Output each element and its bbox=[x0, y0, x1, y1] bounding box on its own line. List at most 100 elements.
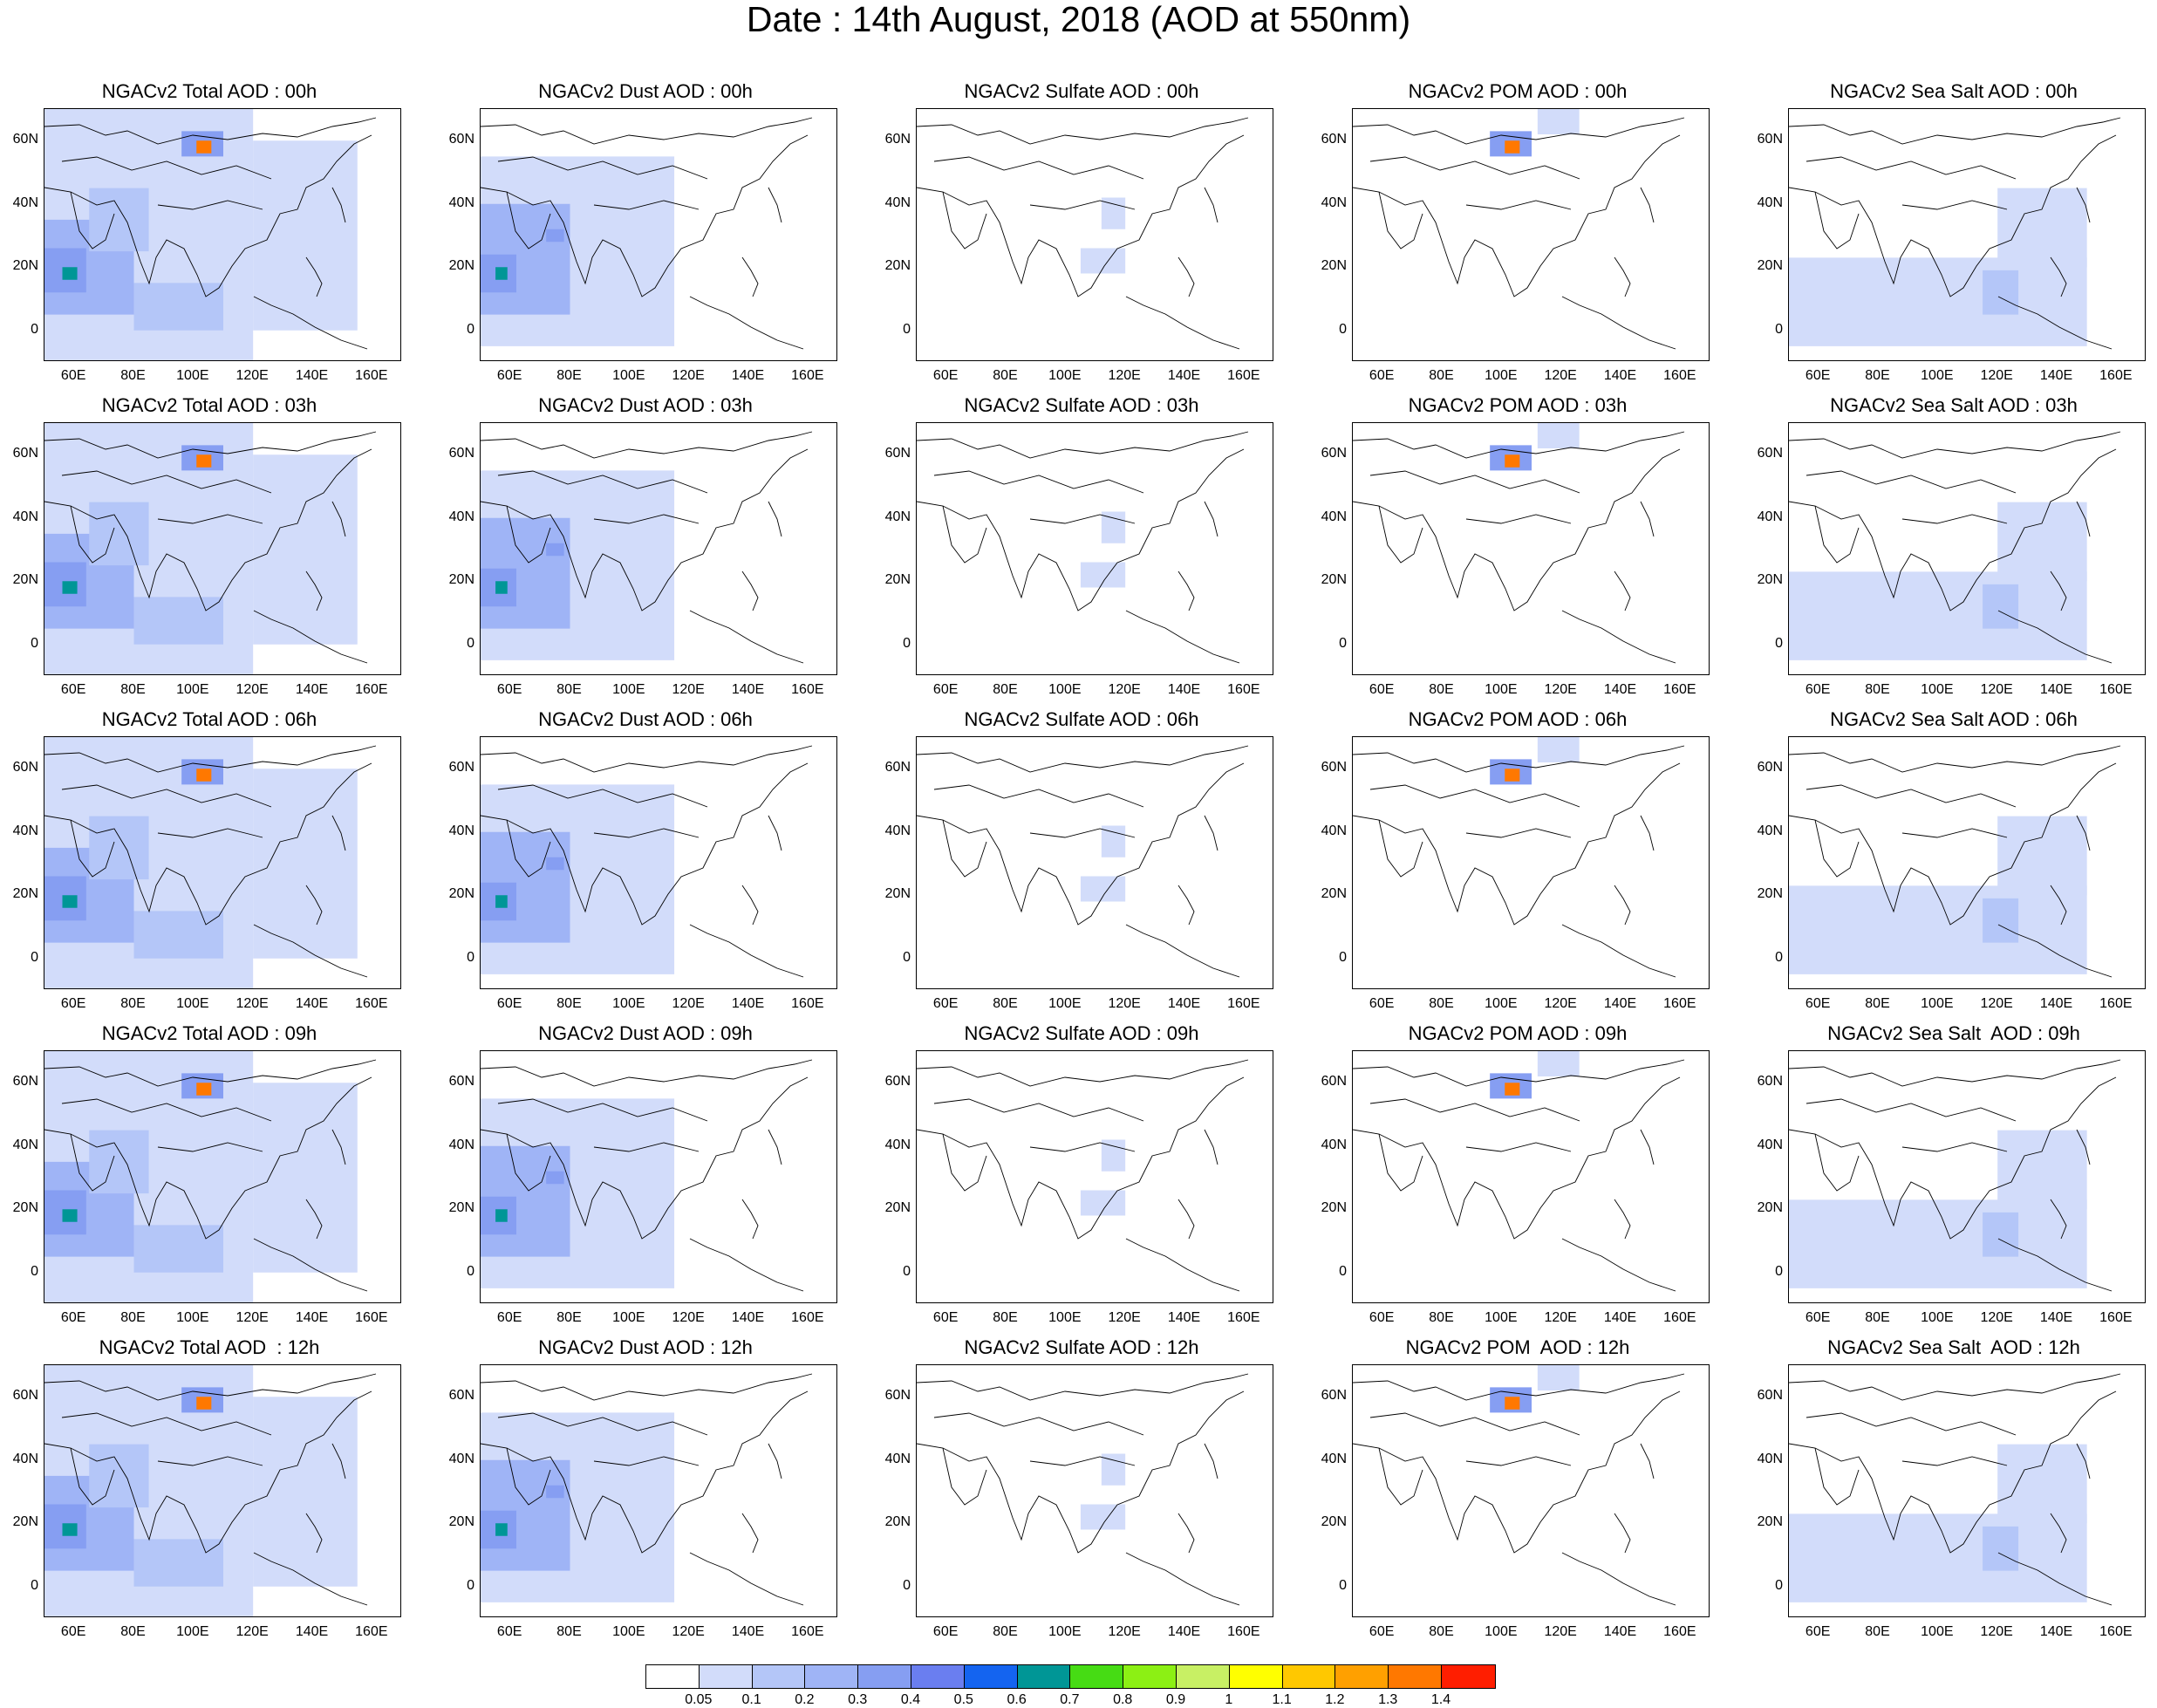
coastline-6 bbox=[61, 470, 272, 494]
map-frame bbox=[1788, 1050, 2146, 1303]
coastline-7 bbox=[1465, 1142, 1572, 1152]
coastline-3 bbox=[1997, 296, 2113, 350]
lat-tick-label: 20N bbox=[12, 572, 38, 588]
aod-region-1 bbox=[1997, 1444, 2087, 1524]
colorbar-label: 0.8 bbox=[1113, 1692, 1133, 1707]
lon-tick-label: 160E bbox=[791, 682, 824, 697]
coastline-1 bbox=[917, 448, 1245, 611]
coastline-2 bbox=[70, 505, 115, 564]
lat-tick-label: 40N bbox=[884, 823, 911, 838]
coastline-4 bbox=[741, 885, 759, 926]
coastline-5 bbox=[1640, 1129, 1655, 1165]
coastline-3 bbox=[253, 1552, 368, 1606]
colorbar-swatch bbox=[1123, 1665, 1177, 1688]
coastline-7 bbox=[1901, 1142, 2008, 1152]
coastline-3 bbox=[689, 296, 804, 350]
aod-map bbox=[44, 737, 377, 988]
lon-tick-label: 140E bbox=[1167, 1624, 1201, 1639]
aod-region-5 bbox=[89, 502, 149, 566]
lon-tick-label: 100E bbox=[612, 996, 645, 1011]
coastline-5 bbox=[768, 187, 782, 223]
lon-tick-label: 80E bbox=[556, 682, 582, 697]
map-frame bbox=[44, 108, 401, 361]
colorbar-label: 1.2 bbox=[1325, 1692, 1345, 1707]
lon-tick-label: 60E bbox=[496, 368, 522, 383]
lon-tick-label: 140E bbox=[1603, 368, 1637, 383]
map-frame bbox=[916, 422, 1273, 675]
lon-tick-label: 140E bbox=[731, 682, 765, 697]
aod-map bbox=[917, 1059, 1249, 1292]
lon-tick-label: 60E bbox=[932, 368, 959, 383]
lon-tick-label: 80E bbox=[1865, 368, 1890, 383]
lat-tick-label: 60N bbox=[884, 1388, 911, 1404]
coastline-1 bbox=[1353, 1076, 1681, 1240]
coastline-3 bbox=[1997, 610, 2113, 664]
coastline-5 bbox=[1204, 1443, 1218, 1479]
lon-tick-label: 80E bbox=[556, 1624, 582, 1639]
coastline-3 bbox=[689, 610, 804, 664]
coastline-1 bbox=[917, 1390, 1245, 1554]
coastline-6 bbox=[1369, 1412, 1580, 1436]
lon-tick-label: 80E bbox=[1429, 1624, 1454, 1639]
lon-tick-label: 80E bbox=[1429, 682, 1454, 697]
lat-tick-label: 40N bbox=[1757, 1137, 1783, 1152]
map-panel-total-row0: NGACv2 Total AOD : 00h 60N 40N 20N 0 60E 80E 10… bbox=[0, 80, 419, 394]
coastline-7 bbox=[1465, 514, 1572, 524]
colorbar-swatch bbox=[1389, 1665, 1442, 1688]
lat-tick-label: 40N bbox=[448, 1451, 474, 1466]
lon-tick-label: 140E bbox=[731, 1624, 765, 1639]
aod-region-0 bbox=[1789, 1199, 2087, 1288]
coastline-5 bbox=[2076, 1443, 2091, 1479]
lon-tick-label: 160E bbox=[1663, 368, 1696, 383]
coastline-2 bbox=[506, 505, 551, 564]
colorbar bbox=[645, 1664, 1496, 1689]
aod-region-2 bbox=[1537, 737, 1580, 762]
lat-tick-label: 20N bbox=[448, 572, 474, 588]
lon-tick-label: 120E bbox=[1980, 996, 2013, 1011]
lon-tick-label: 120E bbox=[235, 996, 269, 1011]
map-panel-sulfate-row1: NGACv2 Sulfate AOD : 03h 60N 40N 20N 0 60E 80E… bbox=[872, 394, 1291, 708]
aod-region-4 bbox=[546, 543, 564, 557]
map-panel-dust-row0: NGACv2 Dust AOD : 00h 60N 40N 20N 0 60E 80E 100… bbox=[436, 80, 855, 394]
lat-tick-label: 0 bbox=[903, 1263, 911, 1279]
colorbar-label: 0.7 bbox=[1060, 1692, 1080, 1707]
colorbar-label: 1 bbox=[1225, 1692, 1233, 1707]
aod-region-2 bbox=[1537, 423, 1580, 448]
map-panel-total-row3: NGACv2 Total AOD : 09h 60N 40N 20N 0 60E 80E 10… bbox=[0, 1022, 419, 1336]
map-frame bbox=[480, 422, 837, 675]
aod-map bbox=[1789, 117, 2121, 350]
aod-map bbox=[917, 117, 1249, 350]
lat-tick-label: 20N bbox=[884, 572, 911, 588]
coastline-5 bbox=[1640, 501, 1655, 537]
lon-tick-label: 100E bbox=[176, 1624, 209, 1639]
coastline-6 bbox=[61, 156, 272, 180]
lon-tick-label: 60E bbox=[60, 996, 86, 1011]
coastline-4 bbox=[2050, 1199, 2067, 1240]
colorbar-swatch bbox=[752, 1665, 806, 1688]
coastline-7 bbox=[157, 1456, 263, 1466]
lon-tick-label: 60E bbox=[1805, 1310, 1831, 1325]
coastline-7 bbox=[593, 514, 700, 524]
aod-region-8 bbox=[196, 140, 212, 154]
lon-tick-label: 120E bbox=[1108, 682, 1141, 697]
lon-tick-label: 120E bbox=[1108, 1624, 1141, 1639]
coastline-3 bbox=[1561, 296, 1676, 350]
coastline-1 bbox=[44, 762, 372, 926]
map-frame bbox=[1788, 1364, 2146, 1617]
aod-map bbox=[1789, 431, 2121, 664]
lon-tick-label: 100E bbox=[1485, 996, 1518, 1011]
lat-tick-label: 0 bbox=[903, 1577, 911, 1593]
coastline-1 bbox=[481, 1390, 809, 1554]
coastline-0 bbox=[1789, 1059, 2121, 1087]
aod-region-6 bbox=[133, 911, 223, 959]
lon-tick-label: 60E bbox=[932, 996, 959, 1011]
colorbar-label: 0.5 bbox=[953, 1692, 973, 1707]
map-frame bbox=[44, 422, 401, 675]
coastline-0 bbox=[1353, 1059, 1685, 1087]
coastline-3 bbox=[253, 1238, 368, 1292]
lat-tick-label: 40N bbox=[884, 1451, 911, 1466]
coastline-1 bbox=[44, 134, 372, 297]
coastline-0 bbox=[44, 745, 377, 773]
aod-region-5 bbox=[89, 816, 149, 880]
map-panel-total-row1: NGACv2 Total AOD : 03h 60N 40N 20N 0 60E 80E 10… bbox=[0, 394, 419, 708]
